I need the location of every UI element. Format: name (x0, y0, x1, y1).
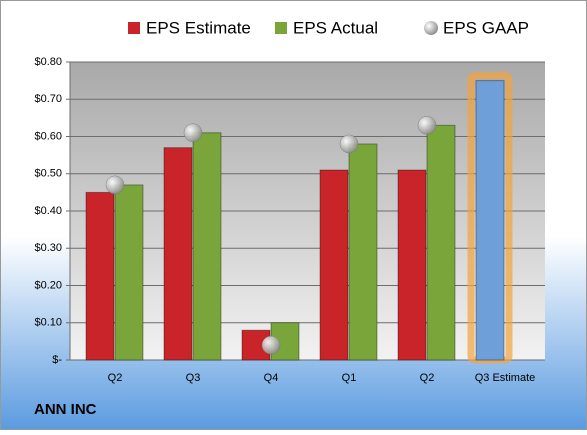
y-tick-label: $0.70 (34, 93, 62, 105)
y-tick-label: $0.60 (34, 130, 62, 142)
x-tick-label: Q2 (420, 372, 435, 384)
y-tick-label: $0.50 (34, 168, 62, 180)
bar (319, 169, 349, 361)
legend-marker (424, 21, 438, 35)
footer: ANN INC (34, 401, 97, 418)
y-tick-label: $- (52, 354, 62, 366)
legend-label: EPS GAAP (443, 18, 529, 37)
legend-label: EPS Estimate (146, 18, 251, 37)
legend-marker (275, 22, 287, 34)
x-tick-label: Q2 (108, 372, 123, 384)
bar (348, 143, 378, 361)
y-tick-label: $0.20 (34, 279, 62, 291)
legend-label: EPS Actual (293, 18, 378, 37)
legend-marker (128, 22, 140, 34)
gaap-marker (339, 134, 359, 154)
y-tick-label: $0.40 (34, 205, 62, 217)
x-tick-label: Q3 (186, 372, 201, 384)
bar (85, 191, 115, 361)
y-tick-label: $0.10 (34, 317, 62, 329)
y-tick-label: $0.30 (34, 242, 62, 254)
bar (114, 184, 144, 361)
bar (192, 132, 222, 361)
x-tick-label: Q4 (264, 372, 279, 384)
bar (397, 169, 427, 361)
gaap-marker (261, 335, 281, 355)
bar (163, 147, 193, 361)
x-tick-label: Q1 (342, 372, 357, 384)
bar (475, 80, 505, 361)
gaap-marker (417, 116, 437, 135)
gaap-marker (105, 175, 125, 195)
gaap-marker (183, 123, 203, 143)
x-tick-label: Q3 Estimate (475, 372, 536, 384)
y-tick-label: $0.80 (34, 56, 62, 68)
bar (426, 124, 456, 361)
